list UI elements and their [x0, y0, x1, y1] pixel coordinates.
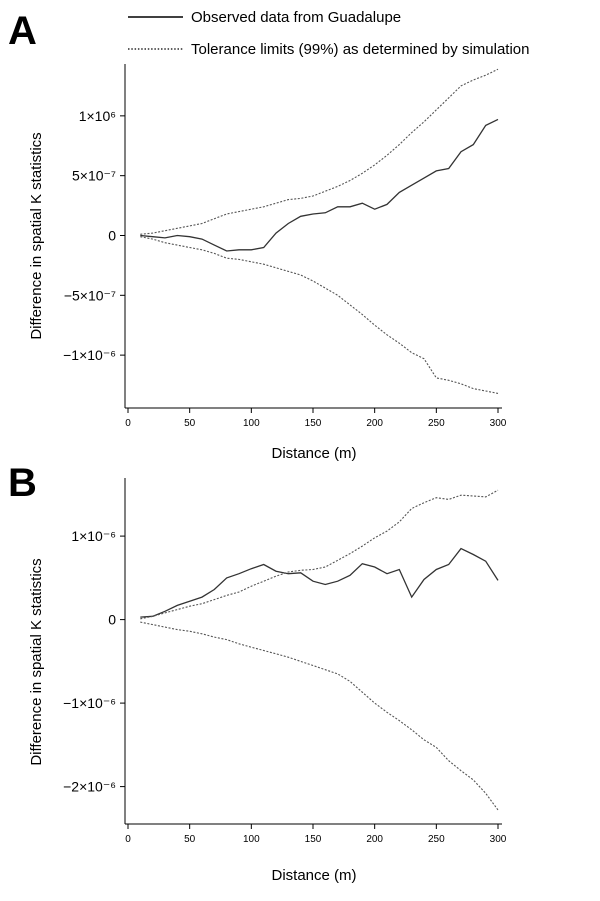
- panel-a: A 1×10⁶ 5×10⁻⁷ 0 −5×10⁻⁷ −1×10⁻⁶ 0 50 100 150 20…: [8, 9, 507, 462]
- panel-a-lower-limit-line: [140, 236, 499, 394]
- panel-b-x-label: Distance (m): [271, 867, 356, 884]
- panel-b-y-tick-label-2: −1×10⁻⁶: [63, 695, 116, 711]
- panel-a-x-tick-label-0: 0: [125, 418, 131, 429]
- panel-b-x-tick-label-1: 50: [184, 834, 196, 845]
- legend: Observed data from Guadalupe Tolerance l…: [128, 9, 529, 58]
- panel-b-observed-line: [140, 547, 499, 618]
- panel-a-y-tick-label-0: 1×10⁶: [79, 108, 116, 124]
- panel-a-y-tick-label-4: −1×10⁻⁶: [63, 347, 116, 363]
- panel-a-y-tick-label-3: −5×10⁻⁷: [64, 287, 116, 303]
- panel-a-y-label: Difference in spatial K statistics: [28, 132, 45, 339]
- panel-b-y-ticks: 1×10⁻⁶ 0 −1×10⁻⁶ −2×10⁻⁶: [63, 528, 125, 795]
- panel-a-y-tick-label-2: 0: [108, 227, 116, 243]
- panel-a-x-ticks: 0 50 100 150 200 250 300: [125, 408, 507, 429]
- panel-a-x-tick-label-5: 250: [428, 418, 445, 429]
- panel-a-x-tick-label-1: 50: [184, 418, 196, 429]
- panel-b-lower-limit-line: [140, 621, 499, 811]
- panel-a-x-tick-label-2: 100: [243, 418, 260, 429]
- panel-b-series: [140, 489, 499, 811]
- panel-a-y-tick-label-1: 5×10⁻⁷: [72, 168, 116, 184]
- panel-a-x-tick-label-3: 150: [305, 418, 322, 429]
- legend-observed-label: Observed data from Guadalupe: [191, 9, 401, 26]
- panel-b-y-tick-label-1: 0: [108, 612, 116, 628]
- legend-tolerance-label: Tolerance limits (99%) as determined by …: [191, 41, 529, 58]
- panel-b-x-tick-label-5: 250: [428, 834, 445, 845]
- panel-a-upper-limit-line: [140, 68, 499, 235]
- panel-b-upper-limit-line: [140, 489, 499, 620]
- panel-a-y-ticks: 1×10⁶ 5×10⁻⁷ 0 −5×10⁻⁷ −1×10⁻⁶: [63, 108, 125, 363]
- panel-b-x-tick-label-2: 100: [243, 834, 260, 845]
- panel-a-series: [140, 68, 499, 394]
- panel-a-x-tick-label-4: 200: [366, 418, 383, 429]
- panel-b-y-tick-label-0: 1×10⁻⁶: [71, 528, 116, 544]
- panel-a-x-label: Distance (m): [271, 445, 356, 462]
- panel-b: B 1×10⁻⁶ 0 −1×10⁻⁶ −2×10⁻⁶ 0 50 100 150 200 250 3…: [8, 461, 507, 884]
- panel-a-letter: A: [8, 9, 37, 53]
- panel-b-x-tick-label-3: 150: [305, 834, 322, 845]
- panel-a-observed-line: [140, 118, 499, 252]
- panel-b-x-ticks: 0 50 100 150 200 250 300: [125, 824, 507, 845]
- panel-a-x-tick-label-6: 300: [490, 418, 507, 429]
- panel-b-y-label: Difference in spatial K statistics: [28, 558, 45, 765]
- panel-b-x-tick-label-6: 300: [490, 834, 507, 845]
- panel-b-y-tick-label-3: −2×10⁻⁶: [63, 779, 116, 795]
- panel-b-x-tick-label-4: 200: [366, 834, 383, 845]
- panel-b-x-tick-label-0: 0: [125, 834, 131, 845]
- panel-b-letter: B: [8, 461, 37, 505]
